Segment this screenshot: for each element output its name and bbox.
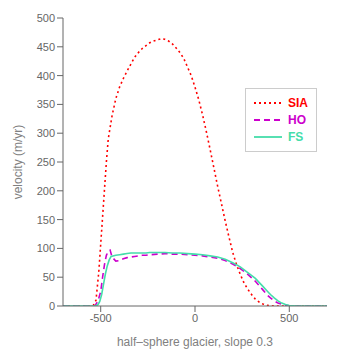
html-text:HO: HO — [288, 113, 306, 127]
svg-text:100: 100 — [37, 242, 55, 254]
svg-text:0: 0 — [49, 300, 55, 312]
svg-text:400: 400 — [37, 70, 55, 82]
svg-text:velocity (m/yr): velocity (m/yr) — [11, 125, 25, 200]
svg-text:350: 350 — [37, 98, 55, 110]
svg-text:200: 200 — [37, 185, 55, 197]
html-text:FS: FS — [288, 130, 304, 144]
svg-text:450: 450 — [37, 41, 55, 53]
svg-text:-500: -500 — [90, 312, 112, 324]
svg-text:50: 50 — [43, 271, 55, 283]
svg-text:0: 0 — [192, 312, 198, 324]
svg-text:500: 500 — [37, 12, 55, 24]
svg-text:half–sphere glacier, slope 0.3: half–sphere glacier, slope 0.3 — [117, 335, 273, 349]
svg-text:500: 500 — [280, 312, 298, 324]
svg-text:300: 300 — [37, 127, 55, 139]
svg-text:150: 150 — [37, 214, 55, 226]
svg-text:250: 250 — [37, 156, 55, 168]
html-text:SIA: SIA — [288, 96, 308, 110]
